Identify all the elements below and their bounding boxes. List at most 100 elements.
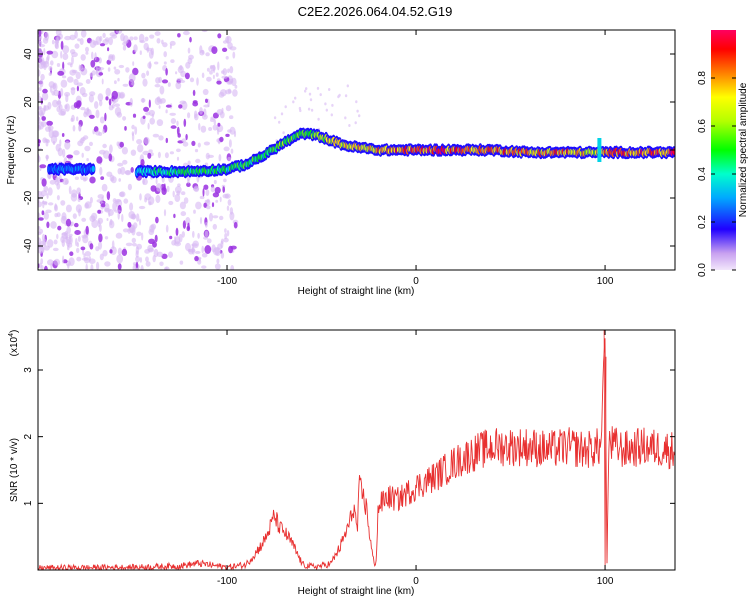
noise-speck xyxy=(294,96,297,100)
noise-speck xyxy=(89,114,95,119)
noise-speck xyxy=(348,124,351,127)
noise-speck xyxy=(169,43,172,50)
noise-speck xyxy=(101,183,108,192)
noise-speck xyxy=(41,116,46,121)
noise-speck xyxy=(85,225,89,235)
noise-speck xyxy=(186,182,191,187)
noise-speck xyxy=(62,45,70,54)
noise-speck xyxy=(152,241,157,248)
noise-speck xyxy=(99,43,106,47)
noise-speck xyxy=(199,217,203,225)
noise-speck xyxy=(133,36,138,41)
noise-speck xyxy=(99,149,106,155)
snr-y-axis: 1 2 3 xyxy=(23,367,675,506)
colorbar-tick-label: 0.0 xyxy=(697,263,708,277)
y-tick-label: 1 xyxy=(23,500,34,506)
noise-speck xyxy=(165,137,168,144)
noise-speck xyxy=(168,200,174,206)
noise-speck xyxy=(213,179,217,185)
noise-speck xyxy=(94,52,97,61)
noise-speck xyxy=(55,143,61,152)
noise-speck xyxy=(85,263,88,270)
noise-speck xyxy=(129,202,134,211)
noise-speck xyxy=(355,100,358,104)
noise-speck xyxy=(183,118,187,127)
noise-speck xyxy=(49,85,53,93)
noise-speck xyxy=(62,52,69,61)
noise-speck xyxy=(60,200,66,206)
snr-multiplier: (x104) xyxy=(8,330,20,357)
colorbar-tick-label: 0.6 xyxy=(697,119,708,133)
noise-speck xyxy=(97,217,104,225)
noise-speck xyxy=(77,38,81,42)
snr-x-axis: -100 0 100 xyxy=(217,330,614,587)
noise-speck xyxy=(344,94,348,98)
noise-speck xyxy=(104,37,110,42)
noise-speck xyxy=(163,209,167,217)
noise-speck xyxy=(117,263,122,270)
noise-speck xyxy=(138,205,146,210)
noise-speck xyxy=(115,30,123,34)
noise-speck xyxy=(181,231,185,238)
noise-speck xyxy=(150,223,157,230)
noise-speck xyxy=(223,237,229,243)
noise-speck xyxy=(50,221,57,229)
noise-speck xyxy=(210,118,215,122)
noise-speck xyxy=(209,70,213,75)
noise-speck xyxy=(65,94,69,103)
colorbar-label: Normalized spectral amplitude xyxy=(738,82,749,217)
noise-speck xyxy=(198,123,201,131)
noise-speck xyxy=(136,231,142,237)
noise-speck xyxy=(107,47,110,52)
noise-speck xyxy=(46,154,49,162)
noise-speck xyxy=(156,96,161,103)
noise-speck xyxy=(143,136,150,145)
noise-speck xyxy=(197,232,200,239)
noise-speck xyxy=(38,237,42,246)
noise-speck xyxy=(54,177,61,181)
noise-speck xyxy=(68,185,72,195)
noise-speck xyxy=(181,138,187,143)
noise-speck xyxy=(145,47,153,52)
noise-speck xyxy=(225,89,232,95)
noise-speck xyxy=(48,125,51,133)
noise-speck xyxy=(154,61,159,65)
noise-speck xyxy=(99,116,105,124)
noise-speck xyxy=(127,183,132,191)
noise-speck xyxy=(114,209,121,213)
noise-speck xyxy=(141,232,144,241)
noise-speck xyxy=(43,212,49,220)
noise-speck xyxy=(47,187,53,196)
noise-speck xyxy=(292,100,295,104)
noise-speck xyxy=(52,83,57,90)
noise-speck xyxy=(212,74,215,80)
noise-speck xyxy=(89,176,96,184)
colorbar-tick-label: 0.8 xyxy=(697,71,708,85)
noise-speck xyxy=(130,149,137,156)
noise-speck xyxy=(176,156,180,161)
noise-speck xyxy=(142,178,148,186)
noise-speck xyxy=(57,225,62,231)
noise-speck xyxy=(66,226,71,234)
noise-speck xyxy=(109,32,117,37)
noise-speck xyxy=(140,265,144,270)
noise-speck xyxy=(58,110,66,116)
noise-speck xyxy=(38,231,42,236)
noise-speck xyxy=(328,88,331,91)
spectrogram-ylabel: Frequency (Hz) xyxy=(6,116,17,185)
noise-speck xyxy=(161,253,168,259)
noise-speck xyxy=(119,141,124,148)
noise-speck xyxy=(111,240,115,250)
noise-speck xyxy=(117,247,122,256)
noise-speck xyxy=(230,148,234,154)
noise-speck xyxy=(61,212,67,221)
noise-speck xyxy=(189,36,192,43)
noise-speck xyxy=(131,124,135,130)
noise-speck xyxy=(68,257,75,266)
noise-speck xyxy=(214,186,221,194)
noise-speck xyxy=(64,35,71,41)
noise-speck xyxy=(204,230,209,238)
noise-speck xyxy=(77,236,81,242)
noise-speck xyxy=(136,213,140,222)
noise-speck xyxy=(337,95,340,99)
